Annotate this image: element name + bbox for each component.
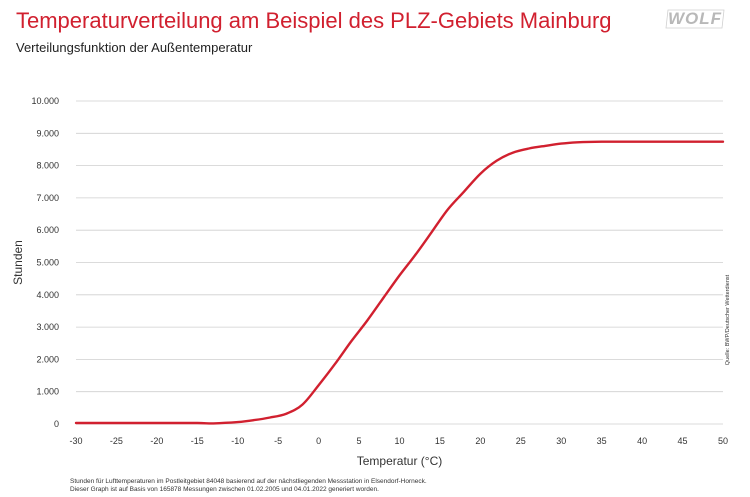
x-tick-label: 10 bbox=[394, 436, 404, 446]
series-layer bbox=[74, 140, 725, 425]
logo-mark-icon bbox=[665, 9, 725, 29]
source-note: Quelle: BWP/Deutscher Wetterdienst bbox=[725, 274, 731, 366]
wolf-logo: WOLF bbox=[664, 8, 726, 30]
x-tick-label: -15 bbox=[191, 436, 204, 446]
y-axis-label: Stunden bbox=[11, 240, 25, 285]
y-tick-label: 9.000 bbox=[36, 128, 59, 138]
x-tick-label: -5 bbox=[274, 436, 282, 446]
x-tick-label: 5 bbox=[357, 436, 362, 446]
y-tick-label: 5.000 bbox=[36, 258, 59, 268]
grid-lines bbox=[76, 100, 723, 425]
y-tick-label: 1.000 bbox=[36, 387, 59, 397]
y-tick-label: 3.000 bbox=[36, 322, 59, 332]
x-tick-label: 25 bbox=[516, 436, 526, 446]
logo-text: WOLF bbox=[667, 9, 723, 28]
x-tick-label: 15 bbox=[435, 436, 445, 446]
y-tick-label: 4.000 bbox=[36, 290, 59, 300]
x-tick-label: 20 bbox=[475, 436, 485, 446]
x-tick-label: 30 bbox=[556, 436, 566, 446]
x-tick-label: 45 bbox=[678, 436, 688, 446]
x-tick-label: 40 bbox=[637, 436, 647, 446]
x-tick-label: 50 bbox=[718, 436, 728, 446]
footnote: Stunden für Lufttemperaturen im Postleit… bbox=[70, 478, 427, 494]
x-tick-label: -20 bbox=[150, 436, 163, 446]
y-tick-label: 0 bbox=[54, 419, 59, 429]
chart-title: Temperaturverteilung am Beispiel des PLZ… bbox=[16, 8, 612, 33]
x-tick-label: -25 bbox=[110, 436, 123, 446]
chart-subtitle: Verteilungsfunktion der Außentemperatur bbox=[16, 40, 253, 55]
x-axis-ticks: -30 -25 -20 -15 -10 -5 0 5 10 15 20 25 30 35 40 45 50 bbox=[69, 436, 728, 446]
x-tick-label: -10 bbox=[231, 436, 244, 446]
y-tick-label: 10.000 bbox=[31, 96, 59, 106]
y-tick-label: 6.000 bbox=[36, 225, 59, 235]
x-axis-label: Temperatur (°C) bbox=[357, 454, 442, 468]
x-tick-label: -30 bbox=[69, 436, 82, 446]
x-tick-label: 0 bbox=[316, 436, 321, 446]
footnote-line-2: Dieser Graph ist auf Basis von 165878 Me… bbox=[70, 486, 379, 493]
y-axis-ticks: 0 1.000 2.000 3.000 4.000 5.000 6.000 7.000 8.00… bbox=[31, 96, 59, 429]
series-line-stunden bbox=[74, 140, 725, 425]
x-tick-label: 35 bbox=[597, 436, 607, 446]
y-tick-label: 2.000 bbox=[36, 354, 59, 364]
y-tick-label: 7.000 bbox=[36, 193, 59, 203]
y-tick-label: 8.000 bbox=[36, 161, 59, 171]
footnote-line-1: Stunden für Lufttemperaturen im Postleit… bbox=[70, 478, 427, 485]
